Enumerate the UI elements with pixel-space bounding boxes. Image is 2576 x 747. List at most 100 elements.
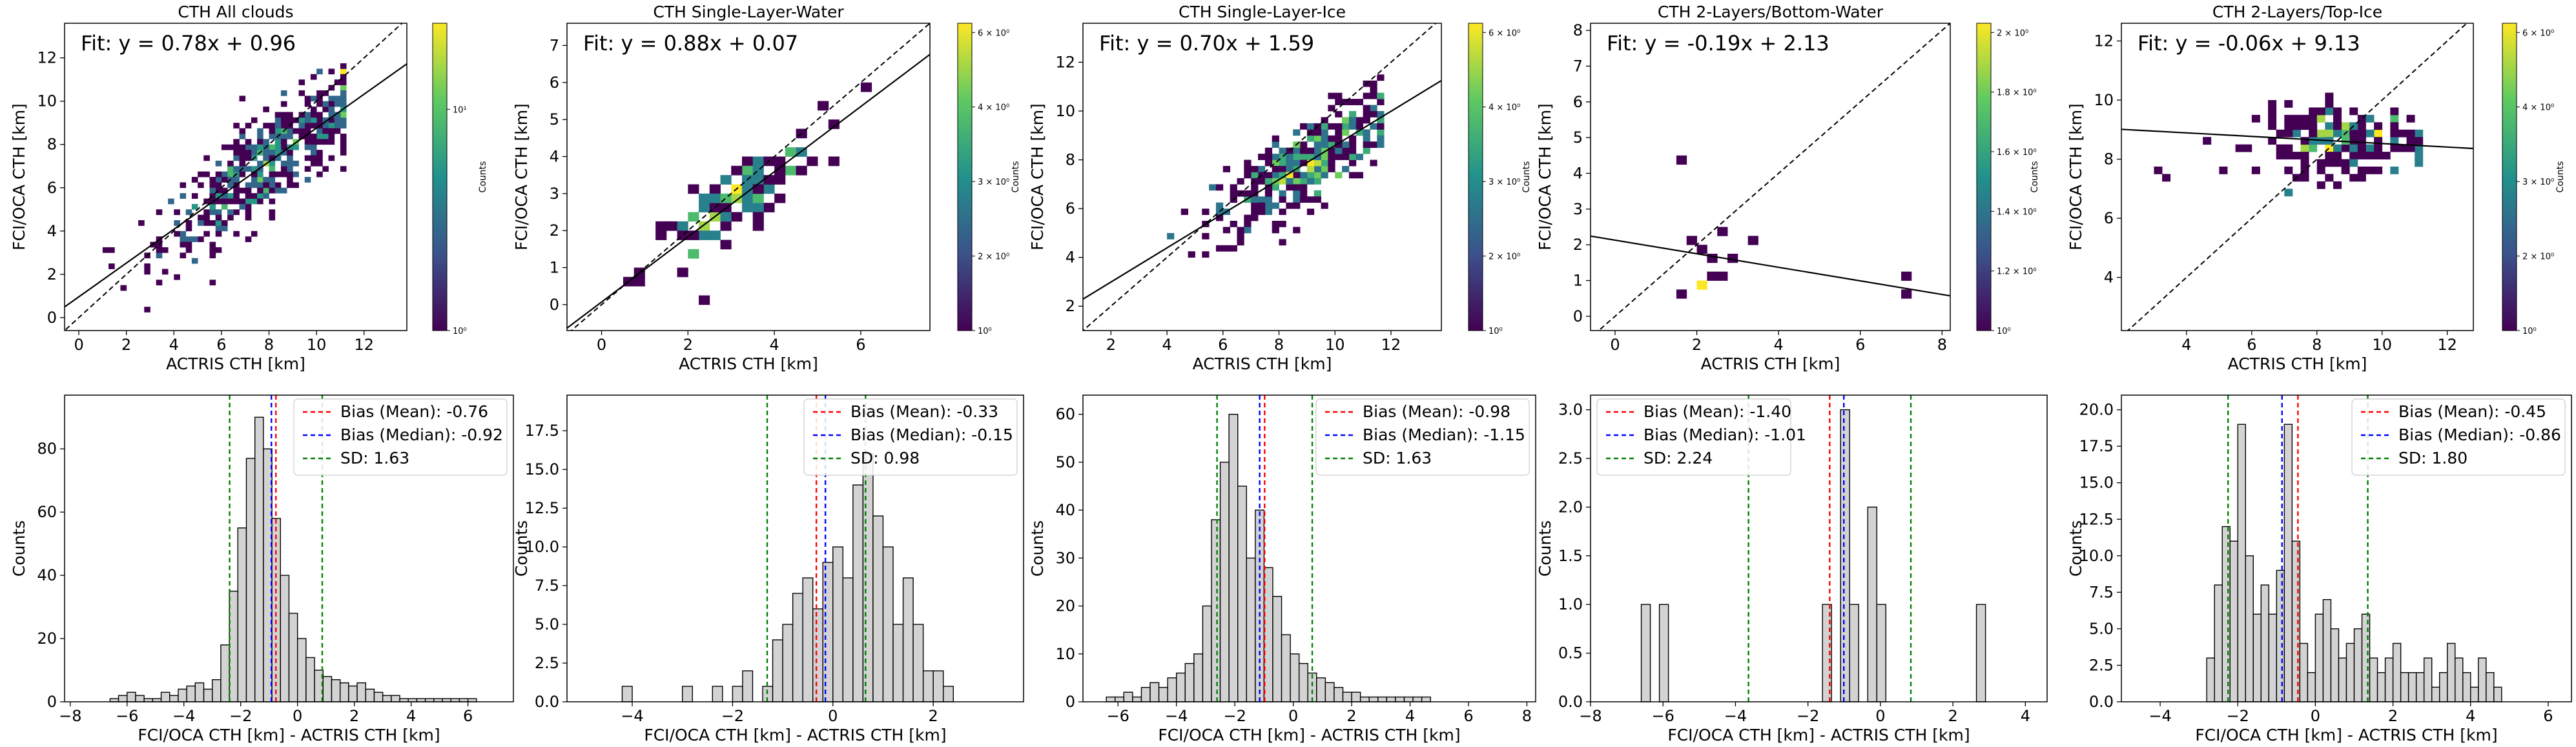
colorbar: 10⁰ 2 × 10⁰ 3 × 10⁰ 4 × 10⁰ 6 × 10⁰ Counts xyxy=(1468,23,1532,336)
heatmap-cell xyxy=(1355,123,1363,130)
heatmap-cell xyxy=(215,171,222,178)
heatmap-cell xyxy=(1306,123,1315,130)
heatmap-cell xyxy=(161,247,169,253)
x-tick-label: 2 xyxy=(1346,707,1356,725)
legend-entry-sd: SD: 1.80 xyxy=(2398,449,2468,467)
heatmap-cell xyxy=(1293,154,1301,160)
y-tick-label: 80 xyxy=(37,440,57,458)
y-tick-label: 2 xyxy=(47,265,57,283)
heatmap-cell xyxy=(1363,135,1370,142)
heatmap-cell xyxy=(293,160,299,167)
legend-entry-median: Bias (Median): -0.92 xyxy=(340,425,503,444)
heatmap-cell xyxy=(1215,184,1224,191)
fit-line xyxy=(1591,235,1950,297)
heatmap-cell xyxy=(2357,129,2366,138)
histogram-bar xyxy=(2431,686,2440,702)
y-tick-label: 5 xyxy=(550,110,559,128)
heatmap-cell xyxy=(1251,196,1259,203)
heatmap-cell xyxy=(274,123,282,128)
heatmap-cell xyxy=(310,117,317,123)
heatmap-cell xyxy=(203,171,210,178)
heatmap-cell xyxy=(293,144,299,150)
x-tick-label: 6 xyxy=(463,707,473,725)
heatmap-cell xyxy=(328,123,335,128)
heatmap-cell xyxy=(161,269,169,275)
heatmap-cell xyxy=(1237,178,1244,185)
heatmap-cell xyxy=(1348,154,1357,160)
heatmap-cell xyxy=(1300,141,1308,148)
heatmap-cell xyxy=(1272,159,1279,167)
heatmap-cell xyxy=(2406,114,2415,123)
y-tick-label: 10.0 xyxy=(525,538,559,556)
heatmap-cell xyxy=(699,193,710,203)
heatmap-cell xyxy=(1293,190,1301,197)
x-tick-label: 2 xyxy=(1106,336,1116,354)
heatmap-cell xyxy=(1321,154,1328,160)
x-tick-label: −8 xyxy=(59,707,81,725)
histogram-bar xyxy=(1975,604,1986,702)
histogram-bar xyxy=(1867,506,1877,702)
heatmap-cell xyxy=(269,171,276,178)
heatmap-cell xyxy=(1230,245,1237,252)
heatmap-cell xyxy=(269,128,276,134)
legend-entry-mean: Bias (Mean): -0.98 xyxy=(1363,402,1510,421)
y-axis-label: Counts xyxy=(1536,520,1554,577)
heatmap-cell xyxy=(251,198,258,205)
heatmap-cell xyxy=(1293,227,1301,234)
x-tick-label: −4 xyxy=(172,707,195,725)
heatmap-cell xyxy=(2349,159,2358,167)
heatmap-cell xyxy=(1272,202,1279,209)
colorbar: 10⁰ 2 × 10⁰ 3 × 10⁰ 4 × 10⁰ 6 × 10⁰ Counts xyxy=(2502,23,2566,336)
heatmap-cell xyxy=(221,203,228,210)
heatmap-cell xyxy=(1377,123,1385,130)
histogram-bar xyxy=(1324,682,1335,702)
heatmap-cell xyxy=(2325,107,2334,116)
y-tick-label: 4 xyxy=(1573,164,1583,182)
heatmap-cell xyxy=(185,209,192,216)
heatmap-cell xyxy=(239,160,246,167)
heatmap-cell xyxy=(666,221,678,231)
heatmap-cell xyxy=(233,187,240,194)
heatmap-cell xyxy=(185,225,192,232)
histogram-bar xyxy=(892,624,904,702)
x-tick-label: −8 xyxy=(1579,707,1602,725)
heatmap-cell xyxy=(120,285,127,291)
heatmap-cell xyxy=(741,184,754,194)
axes-frame xyxy=(1082,394,1536,702)
y-tick-label: 2.0 xyxy=(1558,498,1583,516)
colorbar-label: Counts xyxy=(2030,161,2040,193)
heatmap-cell xyxy=(677,221,688,231)
colorbar-tick-label: 10⁰ xyxy=(453,327,467,336)
heatmap-cell xyxy=(1300,147,1308,154)
heatmap-cells xyxy=(102,63,347,312)
one-to-one-line xyxy=(570,23,930,331)
heatmap-cell xyxy=(1279,154,1286,160)
colorbar-label: Counts xyxy=(478,161,488,193)
histogram-bar xyxy=(2338,657,2347,702)
heatmap-cell xyxy=(245,155,252,161)
y-tick-label: 2.5 xyxy=(535,654,559,672)
heatmap-cell xyxy=(198,236,204,242)
heatmap-cell xyxy=(2284,166,2293,174)
heatmap-cell xyxy=(2268,137,2277,145)
heatmap-cell xyxy=(144,307,150,312)
histogram-bar xyxy=(237,527,247,702)
x-axis-label: ACTRIS CTH [km] xyxy=(166,354,305,373)
heatmap-cell xyxy=(1901,271,1912,281)
y-tick-label: 3.0 xyxy=(1558,401,1583,419)
heatmap-cell xyxy=(221,220,228,226)
fit-line xyxy=(2121,128,2473,150)
y-tick-label: 30 xyxy=(1055,549,1075,567)
histogram-bar xyxy=(1237,486,1247,702)
heatmap-cell xyxy=(185,236,192,242)
heatmap-cell xyxy=(322,133,329,139)
colorbar-gradient xyxy=(2502,23,2517,331)
heatmap-cell xyxy=(1342,123,1350,130)
heatmap-cell xyxy=(1321,172,1328,179)
y-axis-label: FCI/OCA CTH [km] xyxy=(10,103,28,251)
heatmap-cell xyxy=(1264,196,1273,203)
heatmap-cell xyxy=(239,198,246,205)
heatmap-cell xyxy=(233,166,240,172)
heatmap-cell xyxy=(185,220,192,226)
axes-frame xyxy=(1590,394,2048,702)
